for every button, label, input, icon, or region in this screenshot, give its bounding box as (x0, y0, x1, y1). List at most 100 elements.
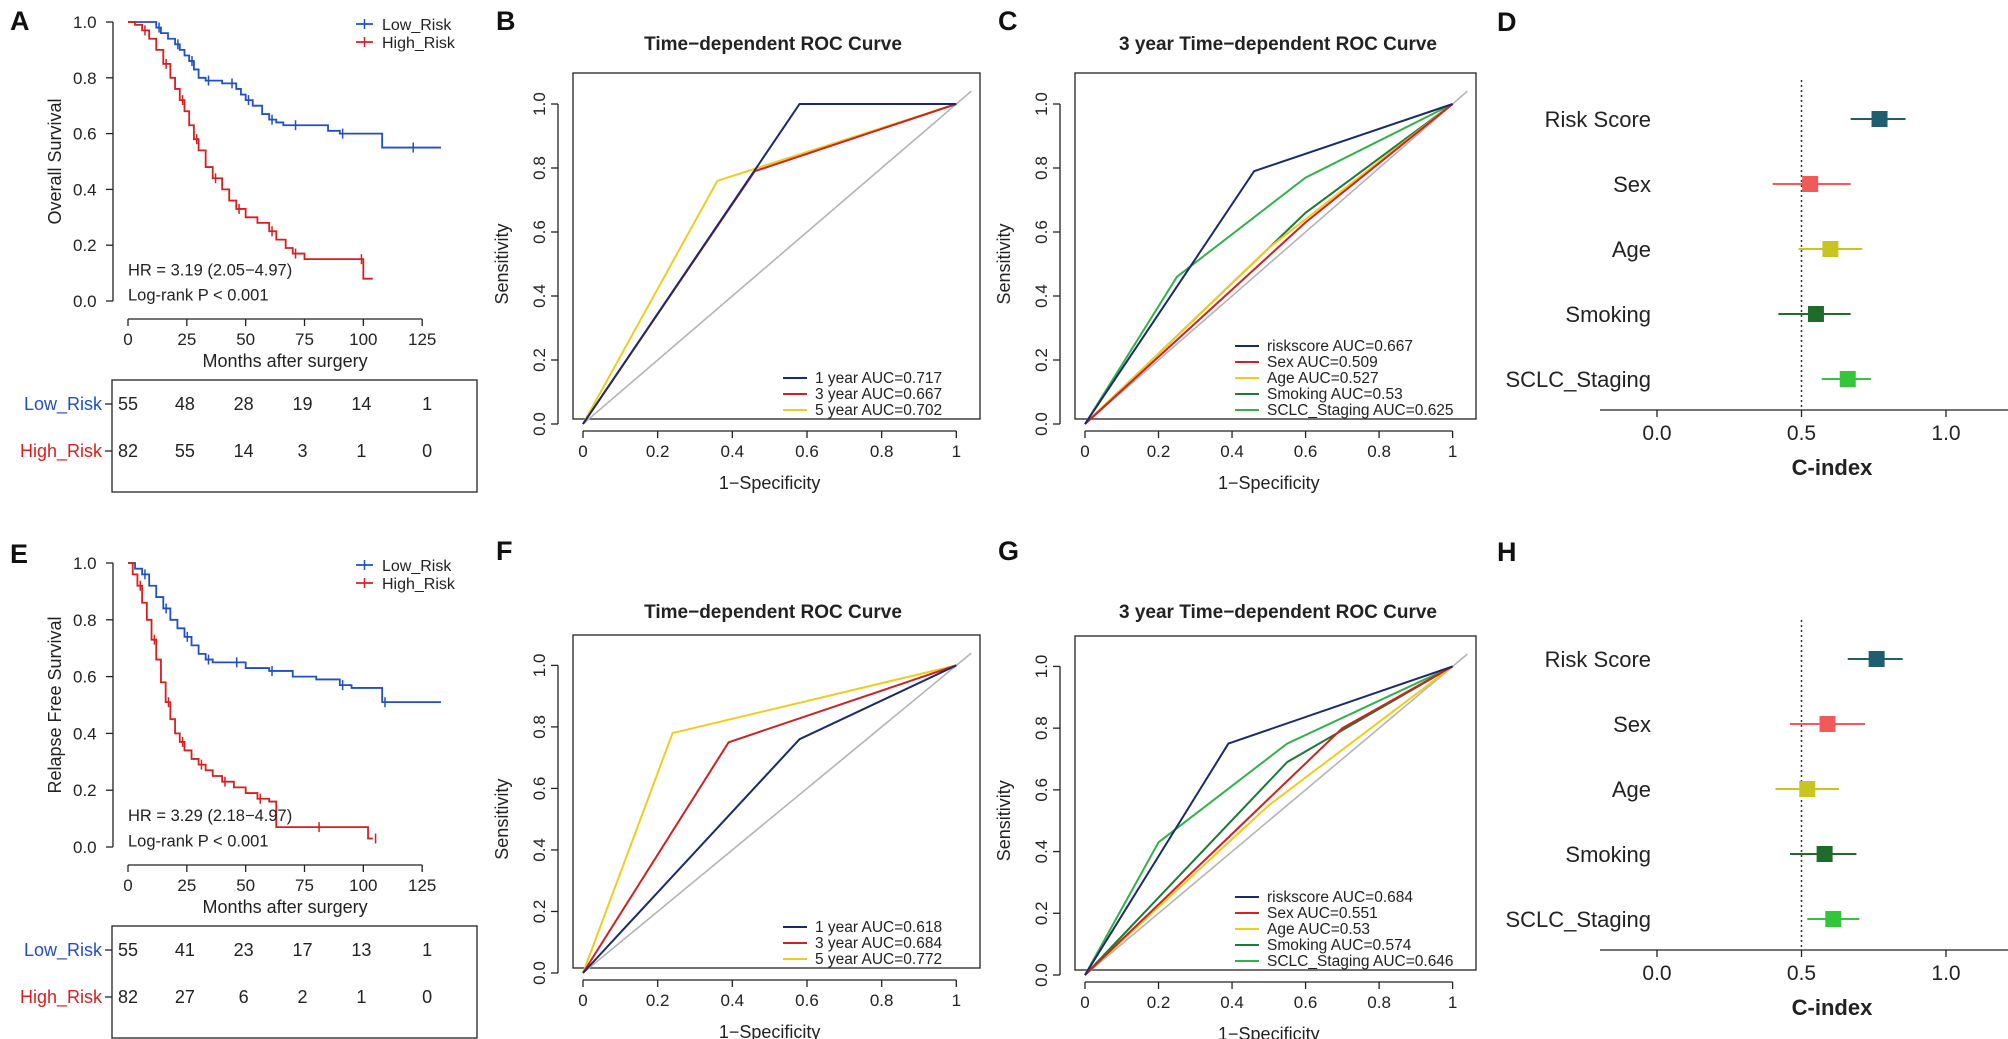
panel-b: B 0 0.2 0.4 0.6 0.8 1 0.0 0.2 0.4 0.6 0.8 1.0 Time−de… (492, 6, 981, 493)
x-tick-label: 0.6 (795, 442, 819, 461)
x-tick-label: 50 (236, 876, 255, 895)
x-tick-label: 0.2 (1147, 442, 1171, 461)
risk-count: 19 (292, 394, 312, 414)
y-tick-label: 0.0 (530, 961, 549, 985)
y-tick-label: 0.4 (530, 284, 549, 308)
y-tick-label: 0.4 (73, 180, 97, 199)
point-estimate (1807, 306, 1824, 322)
x-tick-label: 0.4 (721, 991, 745, 1010)
plot-frame (1074, 635, 1477, 971)
x-tick-label: 0.2 (646, 442, 670, 461)
km-curve-high-risk (128, 562, 373, 840)
x-axis-title: 1−Specificity (1218, 1024, 1320, 1039)
roc-curve (1084, 665, 1454, 976)
panel-f: F 0 0.2 0.4 0.6 0.8 1 0.0 0.2 0.4 0.6 0.8 1.0 Time−de… (492, 536, 981, 1039)
roc-curve (1084, 103, 1454, 425)
x-tick-label: 0.6 (1294, 993, 1318, 1012)
x-tick-label: 1.0 (1931, 422, 1960, 445)
logrank-p: Log-rank P < 0.001 (128, 832, 269, 850)
y-axis-title: Sensitivity (492, 779, 512, 860)
roc-curve (582, 664, 957, 974)
x-tick-label: 1 (952, 991, 961, 1010)
y-axis-title: Sensitivity (492, 223, 512, 304)
y-tick-label: 0.0 (73, 838, 97, 857)
legend-label: riskscore AUC=0.667 (1267, 338, 1413, 355)
panel-g: G 0 0.2 0.4 0.6 0.8 1 0.0 0.2 0.4 0.6 0.8 1.0 3 year … (994, 536, 1477, 1039)
legend-label: Sex AUC=0.551 (1267, 905, 1378, 922)
y-tick-label: 0.6 (1032, 778, 1051, 802)
forest-row-label: Sex (1613, 172, 1651, 197)
plot-title: 3 year Time−dependent ROC Curve (1119, 34, 1437, 55)
forest-row-label: Risk Score (1545, 107, 1651, 132)
risk-row-label: Low_Risk (24, 940, 103, 961)
y-tick-label: 1.0 (530, 654, 549, 678)
point-estimate (1816, 846, 1833, 862)
legend-label: Smoking AUC=0.574 (1267, 937, 1412, 954)
y-axis-title: Relapse Free Survival (45, 616, 65, 793)
risk-count: 82 (118, 441, 138, 461)
y-tick-label: 0.6 (73, 668, 97, 687)
x-axis-title: Months after surgery (203, 897, 368, 917)
y-tick-label: 0.0 (73, 292, 97, 311)
panel-d: D Risk Score Sex Age Smoking SCLC_Staging 0.0 0… (1497, 7, 2008, 480)
x-tick-label: 0.4 (1220, 442, 1244, 461)
km-curve-low-risk (128, 21, 441, 149)
x-tick-label: 0.0 (1642, 422, 1671, 445)
x-tick-label: 0.4 (721, 442, 745, 461)
plot-frame (572, 634, 981, 969)
roc-curve (1084, 665, 1454, 976)
legend-label: 5 year AUC=0.772 (815, 951, 942, 968)
risk-count: 1 (356, 987, 366, 1007)
point-estimate (1871, 111, 1888, 127)
panel-c: C 0 0.2 0.4 0.6 0.8 1 0.0 0.2 0.4 0.6 0.8 1.0 3 year … (994, 6, 1477, 493)
forest-row-label: SCLC_Staging (1505, 907, 1651, 932)
legend-label: Low_Risk (382, 17, 452, 34)
risk-count: 13 (351, 940, 371, 960)
x-tick-label: 0 (578, 442, 587, 461)
panel-letter: F (496, 536, 513, 566)
y-tick-label: 1.0 (530, 92, 549, 116)
forest-row-label: Smoking (1565, 302, 1651, 327)
panel-e: E0.00.20.40.60.81.00 25 50 75 100 125Relapse … (10, 539, 478, 1039)
km-curve-low-risk (128, 562, 441, 704)
x-axis-title: Months after surgery (203, 351, 368, 371)
x-tick-label: 0.5 (1787, 422, 1816, 445)
x-tick-label: 0.8 (1367, 442, 1391, 461)
risk-count: 55 (118, 940, 138, 960)
legend-label: High_Risk (382, 35, 456, 52)
hazard-ratio: HR = 3.29 (2.18−4.97) (128, 807, 292, 825)
risk-count: 48 (175, 394, 195, 414)
y-tick-label: 0.8 (530, 715, 549, 739)
x-tick-label: 0 (123, 330, 132, 349)
reference-diagonal (1084, 90, 1468, 425)
risk-count: 2 (297, 987, 307, 1007)
x-tick-label: 0.6 (795, 991, 819, 1010)
legend-label: Age AUC=0.527 (1267, 370, 1379, 387)
x-tick-label: 0.4 (1220, 993, 1244, 1012)
x-tick-label: 25 (177, 330, 196, 349)
legend-label: 5 year AUC=0.702 (815, 402, 942, 419)
forest-row-label: Age (1612, 237, 1651, 262)
roc-curve (1084, 103, 1454, 425)
risk-count: 82 (118, 987, 138, 1007)
y-tick-label: 0.2 (73, 236, 97, 255)
risk-table (111, 925, 478, 1039)
x-tick-label: 1 (1448, 993, 1457, 1012)
reference-diagonal (582, 90, 972, 425)
forest-row-label: Risk Score (1545, 647, 1651, 672)
roc-curve (1084, 665, 1453, 976)
x-tick-label: 75 (295, 330, 314, 349)
risk-count: 14 (234, 441, 254, 461)
risk-count: 27 (175, 987, 195, 1007)
panel-letter: C (998, 6, 1018, 36)
legend-label: Smoking AUC=0.53 (1267, 386, 1403, 403)
risk-count: 1 (356, 441, 366, 461)
y-tick-label: 0.2 (73, 781, 97, 800)
y-tick-label: 0.0 (1032, 412, 1051, 436)
y-tick-label: 0.0 (1032, 963, 1051, 987)
roc-curve (1084, 665, 1454, 976)
risk-row-label: High_Risk (20, 987, 103, 1008)
reference-diagonal (1084, 653, 1468, 976)
legend-label: Sex AUC=0.509 (1267, 354, 1378, 371)
